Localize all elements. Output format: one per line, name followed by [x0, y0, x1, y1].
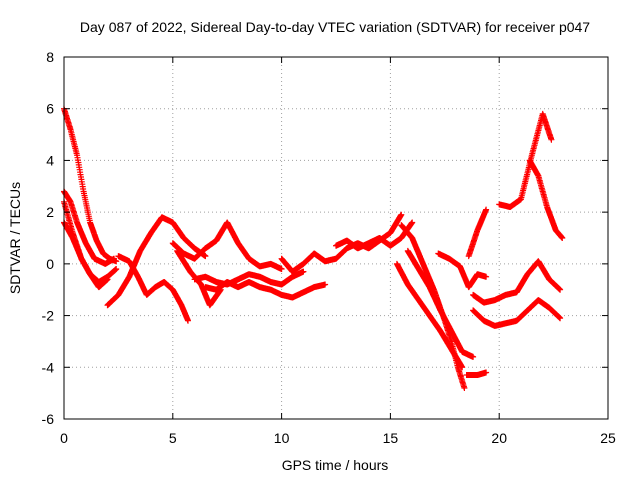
series-track-18: [465, 206, 490, 260]
y-tick-label: -2: [42, 308, 55, 324]
series-track-19: [470, 258, 564, 306]
x-tick-label: 15: [383, 430, 399, 446]
x-tick-label: 25: [600, 430, 616, 446]
data-points: [61, 105, 566, 391]
y-tick-label: 4: [46, 152, 54, 168]
series-track-20: [470, 297, 564, 329]
x-axis-label: GPS time / hours: [282, 457, 389, 473]
series-track-10: [174, 247, 224, 309]
series-track-17: [463, 369, 490, 378]
plus-markers: [61, 105, 120, 265]
plus-markers: [404, 247, 477, 360]
plus-markers: [496, 110, 555, 210]
plus-markers: [333, 219, 416, 252]
x-tick-label: 20: [491, 430, 507, 446]
series-track-6: [115, 253, 191, 324]
plus-markers: [104, 214, 209, 309]
plot-frame: [63, 56, 609, 420]
series-track-13: [398, 222, 468, 391]
plus-markers: [470, 297, 564, 329]
y-tick-label: 8: [46, 49, 54, 65]
plus-markers: [526, 157, 566, 241]
chart-title: Day 087 of 2022, Sidereal Day-to-day VTE…: [80, 19, 590, 35]
x-tick-label: 5: [169, 430, 177, 446]
y-tick-labels: -6 -4 -2 0 2 4 6 8: [42, 49, 55, 427]
x-tick-labels: 0 5 10 15 20 25: [60, 430, 616, 446]
series-track-1: [61, 105, 120, 265]
series-track-15: [393, 260, 466, 371]
series-track-22: [526, 157, 566, 241]
series-track-14: [404, 247, 477, 360]
y-tick-label: 0: [46, 256, 54, 272]
series-track-16: [435, 250, 490, 291]
plus-markers: [463, 369, 490, 378]
series-track-21: [496, 110, 555, 210]
x-tick-label: 0: [60, 430, 68, 446]
ticks: [63, 56, 609, 420]
plus-markers: [169, 219, 285, 272]
plus-markers: [470, 258, 564, 306]
x-tick-label: 10: [274, 430, 290, 446]
y-tick-label: 6: [46, 101, 54, 117]
plus-markers: [393, 260, 466, 371]
plus-markers: [435, 250, 490, 291]
series-track-7: [169, 219, 285, 272]
plus-markers: [115, 253, 191, 324]
y-tick-label: 2: [46, 204, 54, 220]
y-tick-label: -6: [42, 411, 55, 427]
series-track-5: [104, 214, 209, 309]
plus-markers: [398, 222, 468, 391]
plus-markers: [465, 206, 490, 260]
grid: [64, 57, 608, 419]
series-track-12: [333, 219, 416, 252]
y-axis-label: SDTVAR / TECUs: [7, 182, 23, 294]
y-tick-label: -4: [42, 359, 55, 375]
plus-markers: [174, 247, 224, 309]
